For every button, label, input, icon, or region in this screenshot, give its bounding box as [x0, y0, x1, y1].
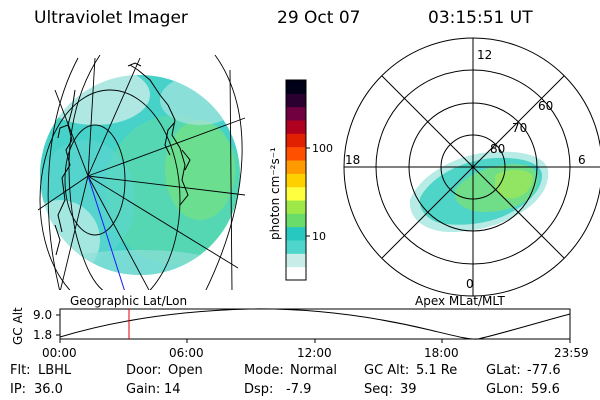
left-coastlines [54, 62, 191, 256]
mlt-label-6: 6 [578, 153, 586, 167]
colorbar-segment [286, 213, 306, 228]
mlt-label-0: 0 [466, 277, 474, 291]
info-mode-label: Mode: [244, 363, 284, 378]
info-mode-value: Normal [290, 363, 338, 378]
colorbar-segment [286, 106, 306, 121]
geographic-map-panel [37, 55, 246, 290]
x-tick-0000: 00:00 [42, 346, 77, 360]
info-dsp-value: -7.9 [286, 382, 312, 397]
info-glat-value: -77.6 [527, 363, 561, 378]
info-ip-label: IP: [10, 382, 27, 397]
info-door-value: Open [168, 363, 203, 378]
info-flt-value: LBHL [38, 363, 72, 378]
left-blue-meridian [87, 175, 125, 290]
image-date: 29 Oct 07 [277, 8, 361, 28]
colorbar-tick-100: 100 [312, 142, 333, 155]
image-title: Ultraviolet Imager [34, 8, 188, 28]
info-gain-value: 14 [164, 382, 181, 397]
info-seq-label: Seq: [364, 382, 393, 397]
x-tick-0600: 06:00 [169, 346, 204, 360]
info-glat-label: GLat: [486, 363, 521, 378]
colorbar-segment [286, 253, 306, 268]
left-grid [37, 55, 246, 290]
lat-label-70: 70 [512, 121, 527, 135]
left-emission [40, 75, 240, 275]
colorbar-segment [286, 266, 306, 281]
orbit-altitude-plot: 9.0 1.8 GC Alt 00:00 06:00 12:00 18:00 2… [11, 307, 589, 360]
info-dsp-label: Dsp: [244, 382, 274, 397]
lat-label-60: 60 [538, 99, 553, 113]
colorbar-segment [286, 120, 306, 134]
colorbar-segment [286, 160, 306, 174]
info-gcalt-value: 5.1 Re [416, 363, 458, 378]
x-tick-1800: 18:00 [424, 346, 459, 360]
right-emission [409, 151, 549, 232]
altitude-curve [59, 308, 571, 340]
colorbar-segment [286, 186, 306, 201]
colorbar-segment [286, 93, 306, 108]
left-panel-caption: Geographic Lat/Lon [70, 294, 187, 308]
colorbar-segment [286, 200, 306, 214]
lat-label-80: 80 [490, 142, 505, 156]
y-tick-1-8: 1.8 [33, 328, 52, 342]
info-seq-value: 39 [400, 382, 417, 397]
colorbar-segment [286, 146, 306, 161]
polar-grid [343, 37, 600, 297]
info-gain-label: Gain: [126, 382, 161, 397]
colorbar: 100 10 photon cm⁻²s⁻¹ [268, 79, 333, 281]
info-flt-label: Flt: [10, 363, 31, 378]
colorbar-segment [286, 173, 306, 188]
x-tick-1200: 12:00 [297, 346, 332, 360]
info-ip-value: 36.0 [34, 382, 63, 397]
info-door-label: Door: [126, 363, 162, 378]
polar-plot-panel: 12 18 6 0 60 70 80 [343, 37, 600, 297]
image-time: 03:15:51 UT [428, 8, 533, 28]
info-glon-value: 59.6 [531, 382, 560, 397]
info-gcalt-label: GC Alt: [364, 363, 410, 378]
colorbar-segment [286, 133, 306, 148]
x-tick-2359: 23:59 [554, 346, 589, 360]
colorbar-label: photon cm⁻²s⁻¹ [268, 147, 282, 240]
y-tick-9: 9.0 [33, 308, 52, 322]
colorbar-tick-10: 10 [312, 230, 326, 243]
mlt-label-18: 18 [345, 153, 360, 167]
colorbar-segment [286, 240, 306, 254]
orbit-ylabel: GC Alt [11, 307, 25, 345]
colorbar-segment [286, 80, 306, 94]
right-panel-caption: Apex MLat/MLT [415, 294, 505, 308]
colorbar-segment [286, 226, 306, 241]
info-glon-label: GLon: [486, 382, 524, 397]
mlt-label-12: 12 [477, 48, 492, 62]
